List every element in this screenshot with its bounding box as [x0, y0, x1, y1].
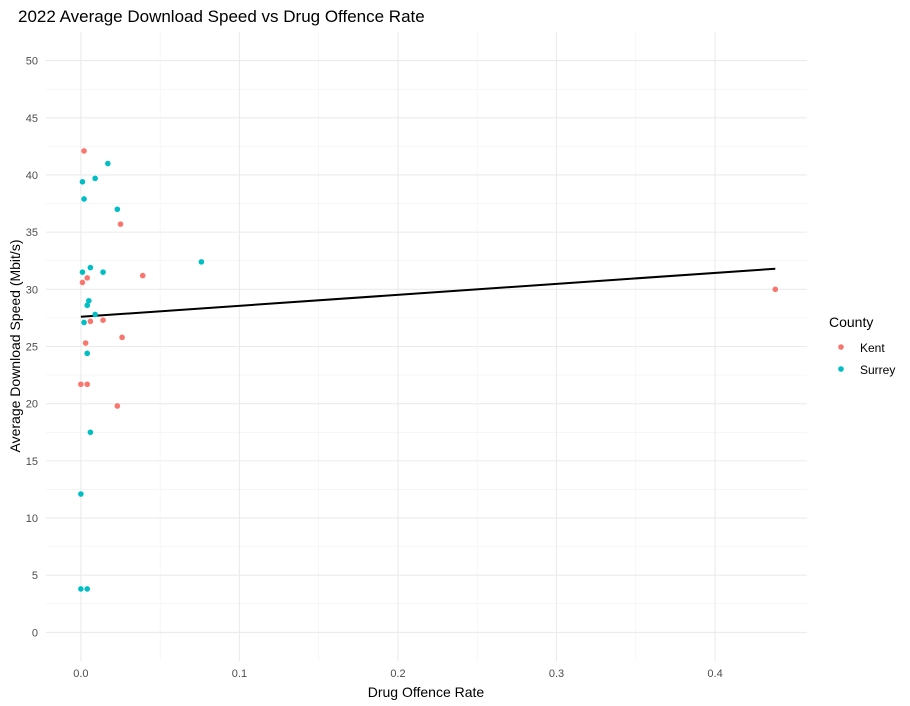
data-point-surrey [78, 491, 84, 497]
data-point-surrey [87, 429, 94, 436]
x-axis-title: Drug Offence Rate [368, 684, 485, 700]
trend-line-layer [80, 267, 776, 318]
data-point-kent [84, 381, 91, 388]
data-point-surrey [114, 206, 121, 213]
x-tick-label: 0.1 [232, 668, 247, 680]
data-point-kent [78, 381, 84, 388]
legend-key-surrey [838, 366, 844, 372]
data-point-kent [772, 286, 779, 293]
points-layer [78, 148, 779, 592]
data-point-surrey [92, 175, 98, 182]
data-point-surrey [84, 302, 91, 309]
data-point-surrey [79, 269, 86, 275]
data-point-kent [87, 318, 94, 325]
data-point-surrey [78, 586, 84, 592]
x-tick-label: 0.2 [390, 668, 405, 680]
x-tick-label: 0.4 [707, 668, 722, 680]
data-point-surrey [81, 196, 87, 202]
y-axis-title: Average Download Speed (Mbit/s) [7, 240, 23, 453]
y-tick-label: 50 [26, 56, 38, 68]
data-point-surrey [79, 179, 86, 185]
y-tick-label: 5 [32, 570, 38, 582]
data-point-surrey [86, 297, 92, 304]
grid [46, 32, 807, 661]
trend-line [80, 267, 776, 318]
data-point-kent [117, 221, 124, 227]
y-tick-label: 45 [26, 113, 38, 125]
data-point-surrey [84, 586, 91, 592]
y-tick-label: 30 [26, 284, 38, 296]
data-point-kent [100, 317, 106, 323]
x-axis-ticks: 0.0 0.1 0.2 0.3 0.4 [73, 668, 722, 680]
legend-title: County [829, 314, 873, 330]
legend-key-kent [838, 344, 844, 350]
y-tick-label: 15 [26, 456, 38, 468]
y-tick-label: 10 [26, 513, 38, 525]
legend-label-surrey: Surrey [860, 363, 895, 377]
legend: County Kent Surrey [829, 314, 895, 377]
y-tick-label: 35 [26, 227, 38, 239]
data-point-kent [79, 279, 86, 286]
legend-label-kent: Kent [860, 341, 885, 355]
data-point-surrey [92, 311, 98, 318]
data-point-surrey [84, 350, 91, 357]
data-point-surrey [87, 264, 94, 271]
y-tick-label: 25 [26, 342, 38, 354]
x-tick-label: 0.3 [549, 668, 564, 680]
legend-items: Kent Surrey [838, 341, 895, 377]
y-axis-ticks: 0 5 10 15 20 25 30 35 40 45 50 [26, 56, 38, 640]
data-point-surrey [198, 259, 205, 265]
y-tick-label: 20 [26, 399, 38, 411]
data-point-surrey [81, 319, 87, 326]
data-point-kent [139, 272, 146, 279]
y-tick-label: 0 [32, 627, 38, 639]
chart-title: 2022 Average Download Speed vs Drug Offe… [18, 7, 425, 26]
data-point-kent [82, 340, 89, 346]
data-point-kent [114, 403, 121, 409]
data-point-kent [84, 275, 91, 281]
data-point-surrey [100, 269, 106, 275]
x-tick-label: 0.0 [73, 668, 88, 680]
data-point-kent [119, 334, 125, 341]
y-tick-label: 40 [26, 170, 38, 182]
data-point-surrey [105, 160, 111, 167]
data-point-kent [81, 148, 87, 154]
